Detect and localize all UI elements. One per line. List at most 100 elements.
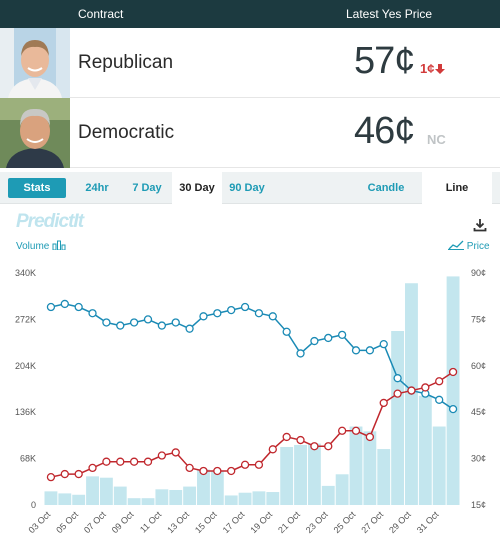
volume-bar (238, 492, 252, 505)
price-point (282, 432, 291, 442)
volume-bar (321, 485, 335, 505)
price-point (351, 346, 361, 355)
price-point (213, 309, 222, 318)
x-tick-label: 15 Oct (193, 509, 219, 535)
x-tick-label: 27 Oct (359, 509, 385, 535)
contract-row-democratic[interactable]: Democratic 46¢ NC (0, 98, 500, 168)
tab-24hr[interactable]: 24hr (85, 182, 109, 194)
download-icon[interactable] (472, 217, 488, 233)
x-tick-label: 07 Oct (82, 509, 108, 535)
stats-button[interactable]: Stats (8, 178, 66, 198)
price-point (60, 469, 69, 479)
tab-candle[interactable]: Candle (367, 182, 405, 194)
volume-bar (141, 498, 155, 505)
price-point (171, 448, 180, 457)
contract-name: Democratic (78, 122, 175, 143)
tab-7-day[interactable]: 7 Day (132, 182, 162, 194)
price-point (46, 302, 56, 312)
volume-bar (349, 426, 363, 505)
tab-line[interactable]: Line (422, 172, 492, 204)
price-point (435, 377, 444, 386)
price-point (143, 315, 153, 324)
price-point (199, 466, 208, 476)
x-tick-label: 09 Oct (110, 509, 136, 535)
price-point (379, 339, 388, 349)
price-point (185, 324, 194, 333)
price-point (365, 432, 375, 442)
price-point (351, 426, 361, 435)
x-tick-label: 05 Oct (54, 509, 80, 535)
latest-yes-price: 46¢ (354, 110, 415, 152)
contract-row-republican[interactable]: Republican 57¢ 1¢ (0, 28, 500, 98)
x-tick-label: 17 Oct (221, 509, 247, 535)
y-right-tick-label: 60¢ (471, 361, 486, 371)
volume-bar (155, 489, 169, 505)
price-change-value: NC (427, 132, 446, 147)
price-point (227, 305, 236, 315)
price-point (337, 426, 347, 435)
democratic-candidate-avatar (0, 98, 70, 168)
price-point (296, 435, 305, 445)
arrow-down-icon (435, 64, 446, 74)
price-point (268, 445, 277, 454)
price-change-value: 1¢ (420, 61, 435, 76)
volume-bar (446, 276, 460, 505)
price-point (448, 404, 458, 414)
x-tick-label: 11 Oct (138, 509, 164, 535)
price-point (199, 312, 208, 321)
volume-bar (127, 498, 141, 505)
republican-candidate-avatar (0, 28, 70, 98)
price-point (365, 346, 375, 355)
price-point (324, 333, 333, 343)
price-point (324, 442, 333, 451)
price-point (74, 469, 83, 479)
price-point (310, 336, 319, 346)
volume-bar (391, 331, 405, 505)
volume-legend[interactable]: Volume (16, 240, 66, 252)
volume-bar (58, 493, 72, 505)
price-point (185, 463, 194, 473)
price-point (282, 327, 291, 336)
price-point (116, 321, 125, 330)
contract-header: Contract Latest Yes Price (0, 0, 500, 28)
volume-bar (197, 469, 210, 505)
price-legend-label: Price (466, 241, 490, 252)
price-point (213, 466, 222, 476)
price-point (421, 383, 430, 392)
price-point (337, 330, 347, 340)
volume-bar (335, 474, 349, 505)
price-point (129, 318, 139, 327)
volume-bar (210, 470, 224, 505)
line-chart-icon (448, 240, 464, 250)
volume-bar (224, 495, 238, 505)
volume-bar (113, 486, 127, 505)
price-point (379, 398, 388, 408)
x-tick-label: 25 Oct (332, 509, 358, 535)
price-volume-chart: 0 68K 136K 204K 272K 340K 15¢ 30¢ 45¢ 60¢ 75¢ 90¢ 03… (15, 268, 486, 535)
latest-yes-price: 57¢ (354, 40, 415, 82)
price-point (448, 367, 458, 377)
price-point (254, 460, 264, 469)
volume-bar (252, 491, 266, 505)
volume-bar (99, 477, 113, 505)
price-point (157, 451, 167, 460)
price-point (407, 386, 416, 395)
price-point (88, 463, 97, 473)
volume-bar (377, 449, 391, 505)
y-right-tick-label: 30¢ (471, 454, 486, 464)
price-legend[interactable]: Price (448, 240, 490, 252)
x-tick-label: 13 Oct (165, 509, 191, 535)
price-chart-panel: PredictIt Volume Price 0 68K 136K 204K 272K 3… (0, 205, 500, 546)
volume-bar (294, 444, 307, 505)
tab-30-day[interactable]: 30 Day (172, 172, 222, 204)
y-right-tick-label: 45¢ (471, 407, 486, 417)
volume-bar (86, 476, 99, 505)
y-left-tick-label: 204K (15, 361, 36, 371)
x-tick-label: 19 Oct (248, 509, 274, 535)
volume-legend-label: Volume (16, 241, 50, 252)
price-point (143, 457, 153, 466)
y-right-tick-label: 15¢ (471, 500, 486, 510)
y-left-tick-label: 68K (20, 454, 36, 464)
tab-90-day[interactable]: 90 Day (229, 182, 265, 194)
price-point (254, 309, 264, 318)
